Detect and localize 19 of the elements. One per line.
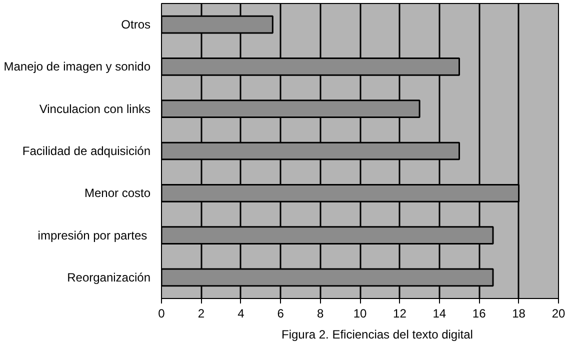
x-tick-label: 0 xyxy=(158,306,166,320)
x-tick-label: 10 xyxy=(353,306,367,320)
x-tick-label: 18 xyxy=(512,306,526,320)
x-tick-label: 2 xyxy=(198,306,205,320)
x-tick-label: 20 xyxy=(552,306,566,320)
y-tick-label: Manejo de imagen y sonido xyxy=(4,60,151,74)
y-tick-label: Otros xyxy=(121,18,151,32)
y-tick-label: Menor costo xyxy=(84,186,151,200)
x-tick-label: 16 xyxy=(472,306,486,320)
x-tick-label: 6 xyxy=(277,306,284,320)
y-tick-label: impresión por partes xyxy=(38,228,148,242)
y-tick-label: Reorganización xyxy=(67,270,151,284)
x-tick-label: 12 xyxy=(393,306,407,320)
text: Figura 2. Eficiencias del texto digital xyxy=(282,328,473,342)
x-tick-label: 14 xyxy=(432,306,446,320)
x-tick-label: 8 xyxy=(316,306,324,320)
y-tick-label: Facilidad de adquisición xyxy=(22,144,151,158)
x-tick-label: 4 xyxy=(238,306,245,320)
y-tick-label: Vinculacion con links xyxy=(39,102,151,116)
